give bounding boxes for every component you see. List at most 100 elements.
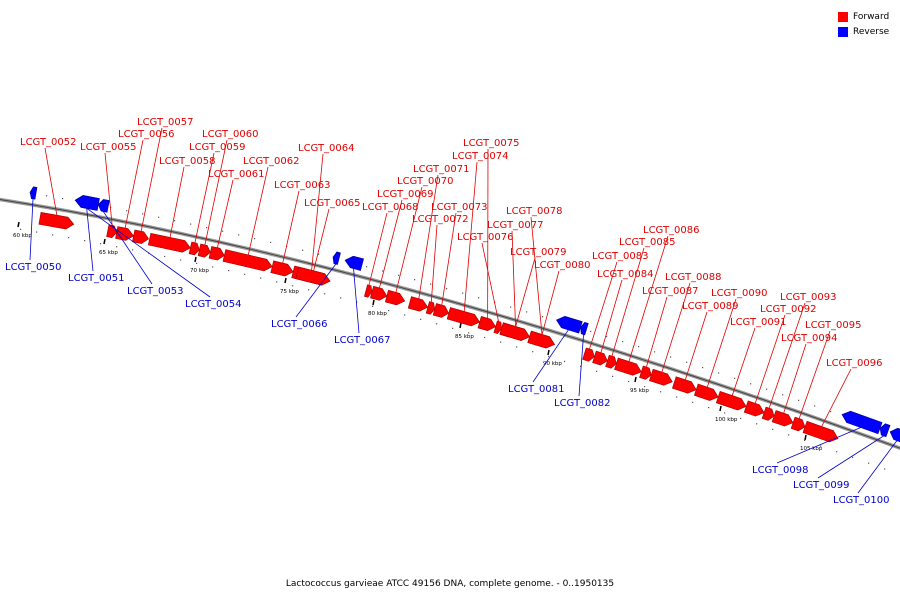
gene-label-LCGT_0087[interactable]: LCGT_0087	[642, 286, 699, 297]
gene-label-LCGT_0065[interactable]: LCGT_0065	[304, 198, 361, 209]
gene-arrow-LCGT_0065[interactable]	[295, 266, 331, 286]
gene-arrow-LCGT_0095[interactable]	[790, 416, 806, 432]
gene-label-LCGT_0093[interactable]: LCGT_0093	[780, 292, 837, 303]
gene-arrow-LCGT_0069[interactable]	[370, 285, 388, 301]
gene-arrow-LCGT_0075[interactable]	[477, 316, 497, 332]
gene-arrow-LCGT_0060[interactable]	[197, 243, 211, 258]
gene-label-LCGT_0050[interactable]: LCGT_0050	[5, 262, 62, 273]
gene-arrow-LCGT_0080[interactable]	[527, 330, 555, 349]
gene-label-LCGT_0052[interactable]: LCGT_0052	[20, 137, 77, 148]
gene-arrow-LCGT_0088[interactable]	[649, 368, 673, 386]
gene-label-LCGT_0081[interactable]: LCGT_0081	[508, 384, 565, 395]
gene-arrow-LCGT_0076[interactable]	[493, 320, 502, 334]
gene-arrow-LCGT_0100[interactable]	[889, 427, 900, 443]
gene-arrow-LCGT_0099[interactable]	[879, 423, 891, 438]
gene-label-LCGT_0073[interactable]: LCGT_0073	[431, 202, 488, 213]
gene-label-LCGT_0079[interactable]: LCGT_0079	[510, 247, 567, 258]
gene-arrow-LCGT_0084[interactable]	[592, 350, 608, 366]
gene-label-LCGT_0080[interactable]: LCGT_0080	[534, 260, 591, 271]
gene-arrow-LCGT_0058[interactable]	[147, 232, 191, 253]
gene-arrow-LCGT_0070[interactable]	[384, 289, 406, 306]
gene-label-LCGT_0071[interactable]: LCGT_0071	[413, 164, 470, 175]
gene-label-LCGT_0072[interactable]: LCGT_0072	[412, 214, 469, 225]
gene-label-LCGT_0092[interactable]: LCGT_0092	[760, 304, 817, 315]
gene-label-LCGT_0074[interactable]: LCGT_0074	[452, 151, 509, 162]
gene-label-LCGT_0084[interactable]: LCGT_0084	[597, 269, 654, 280]
tick-mark	[804, 434, 807, 441]
gene-arrow-LCGT_0072[interactable]	[425, 301, 436, 315]
gene-label-LCGT_0063[interactable]: LCGT_0063	[274, 180, 331, 191]
gene-label-LCGT_0078[interactable]: LCGT_0078	[506, 206, 563, 217]
gene-arrow-LCGT_0079[interactable]	[499, 322, 530, 341]
gene-arrow-LCGT_0059[interactable]	[188, 241, 200, 256]
tick-label: 60 kbp	[13, 233, 32, 239]
gene-arrow-LCGT_0052[interactable]	[38, 212, 75, 230]
gene-label-LCGT_0094[interactable]: LCGT_0094	[781, 333, 838, 344]
gene-arrow-LCGT_0063[interactable]	[270, 260, 294, 277]
gene-arrow-LCGT_0066[interactable]	[332, 251, 341, 265]
gene-arrow-LCGT_0050[interactable]	[29, 186, 38, 200]
kbp-ticks: 60 kbp 65 kbp 70 kbp 75 kbp 80 kbp 85 kbp 90 k…	[13, 192, 896, 470]
gene-arrow-LCGT_0067[interactable]	[344, 255, 364, 271]
gene-arrow-LCGT_0068[interactable]	[364, 284, 373, 298]
gene-label-LCGT_0061[interactable]: LCGT_0061	[208, 169, 265, 180]
gene-label-LCGT_0059[interactable]: LCGT_0059	[189, 142, 246, 153]
gene-arrow-LCGT_0082[interactable]	[580, 322, 589, 336]
gene-arrow-LCGT_0087[interactable]	[639, 365, 652, 380]
gene-label-LCGT_0067[interactable]: LCGT_0067	[334, 335, 391, 346]
gene-arrow-LCGT_0089[interactable]	[672, 376, 697, 394]
gene-label-LCGT_0057[interactable]: LCGT_0057	[137, 117, 194, 128]
gene-label-LCGT_0051[interactable]: LCGT_0051	[68, 273, 125, 284]
gene-label-LCGT_0058[interactable]: LCGT_0058	[159, 156, 216, 167]
scale-dot	[750, 383, 752, 385]
gene-label-LCGT_0096[interactable]: LCGT_0096	[826, 358, 883, 369]
gene-label-LCGT_0075[interactable]: LCGT_0075	[463, 138, 520, 149]
gene-arrow-LCGT_0092[interactable]	[743, 400, 765, 417]
gene-label-LCGT_0100[interactable]: LCGT_0100	[833, 495, 890, 506]
gene-arrow-LCGT_0086[interactable]	[614, 357, 642, 376]
gene-label-LCGT_0098[interactable]: LCGT_0098	[752, 465, 809, 476]
gene-label-LCGT_0083[interactable]: LCGT_0083	[592, 251, 649, 262]
gene-label-LCGT_0088[interactable]: LCGT_0088	[665, 272, 722, 283]
gene-label-LCGT_0060[interactable]: LCGT_0060	[202, 129, 259, 140]
gene-arrow-LCGT_0062[interactable]	[222, 249, 273, 272]
gene-label-LCGT_0070[interactable]: LCGT_0070	[397, 176, 454, 187]
gene-arrow-LCGT_0085[interactable]	[605, 354, 617, 369]
gene-label-LCGT_0095[interactable]: LCGT_0095	[805, 320, 862, 331]
gene-arrow-LCGT_0096[interactable]	[802, 420, 839, 443]
gene-label-LCGT_0089[interactable]: LCGT_0089	[682, 301, 739, 312]
gene-label-LCGT_0068[interactable]: LCGT_0068	[362, 202, 419, 213]
gene-label-LCGT_0082[interactable]: LCGT_0082	[554, 398, 611, 409]
gene-arrow-LCGT_0054[interactable]	[74, 195, 100, 211]
gene-leader-line	[578, 334, 584, 397]
gene-arrow-LCGT_0094[interactable]	[771, 410, 794, 427]
gene-arrow-LCGT_0083[interactable]	[582, 347, 595, 362]
gene-label-LCGT_0053[interactable]: LCGT_0053	[127, 286, 184, 297]
gene-label-LCGT_0091[interactable]: LCGT_0091	[730, 317, 787, 328]
scale-dot	[516, 346, 518, 348]
gene-arrow-LCGT_0074[interactable]	[446, 307, 481, 327]
scale-dot	[676, 396, 678, 398]
gene-arrow-LCGT_0093[interactable]	[761, 406, 775, 421]
gene-label-LCGT_0077[interactable]: LCGT_0077	[487, 220, 544, 231]
gene-label-LCGT_0055[interactable]: LCGT_0055	[80, 142, 137, 153]
gene-arrow-LCGT_0053[interactable]	[97, 199, 110, 213]
gene-arrow-LCGT_0061[interactable]	[208, 246, 225, 261]
gene-arrow-LCGT_0090[interactable]	[693, 383, 719, 401]
gene-label-LCGT_0066[interactable]: LCGT_0066	[271, 319, 328, 330]
gene-label-LCGT_0069[interactable]: LCGT_0069	[377, 189, 434, 200]
gene-label-LCGT_0086[interactable]: LCGT_0086	[643, 225, 700, 236]
gene-label-LCGT_0090[interactable]: LCGT_0090	[711, 288, 768, 299]
gene-arrow-LCGT_0071[interactable]	[407, 296, 429, 312]
gene-label-LCGT_0076[interactable]: LCGT_0076	[457, 232, 514, 243]
gene-arrow-LCGT_0073[interactable]	[432, 303, 450, 318]
gene-label-LCGT_0054[interactable]: LCGT_0054	[185, 299, 242, 310]
gene-label-LCGT_0099[interactable]: LCGT_0099	[793, 480, 850, 491]
gene-arrow-LCGT_0091[interactable]	[715, 391, 747, 411]
gene-label-LCGT_0062[interactable]: LCGT_0062	[243, 156, 300, 167]
scale-dot	[212, 266, 214, 268]
gene-label-LCGT_0085[interactable]: LCGT_0085	[619, 237, 676, 248]
gene-label-LCGT_0064[interactable]: LCGT_0064	[298, 143, 355, 154]
gene-arrow-LCGT_0057[interactable]	[132, 229, 150, 244]
gene-label-LCGT_0056[interactable]: LCGT_0056	[118, 129, 175, 140]
